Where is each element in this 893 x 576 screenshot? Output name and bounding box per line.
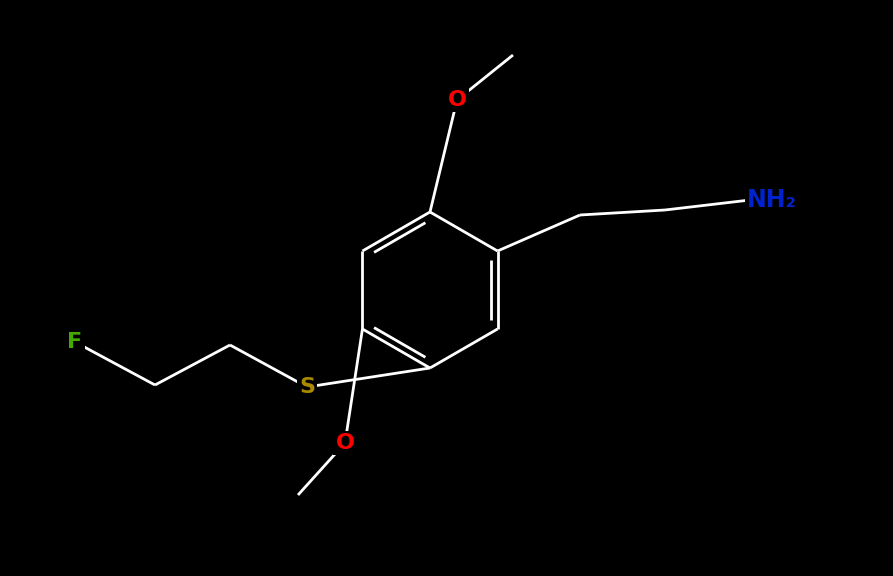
Text: F: F (68, 332, 82, 352)
Text: O: O (447, 90, 466, 110)
Text: S: S (299, 377, 315, 397)
Text: NH₂: NH₂ (747, 188, 797, 212)
Text: O: O (336, 433, 355, 453)
